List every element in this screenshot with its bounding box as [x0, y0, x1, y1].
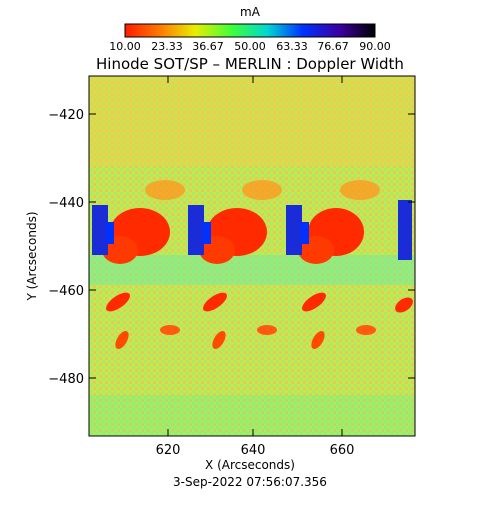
x-tick-0: 620 [156, 443, 181, 458]
colorbar-ticklabels: 10.00 23.33 36.67 50.00 63.33 76.67 90.0… [109, 40, 391, 53]
axis-ticks [89, 76, 415, 436]
colorbar-unit: mA [240, 5, 261, 19]
colorbar-tick-3: 50.00 [234, 40, 266, 53]
colorbar-tick-5: 76.67 [317, 40, 349, 53]
doppler-width-map [89, 76, 415, 436]
y-axis-label: Y (Arcseconds) [25, 211, 39, 301]
timestamp: 3-Sep-2022 07:56:07.356 [173, 475, 327, 489]
map-title: Hinode SOT/SP – MERLIN : Doppler Width [96, 55, 404, 73]
x-tick-1: 640 [241, 443, 266, 458]
x-axis-label: X (Arcseconds) [205, 458, 295, 472]
colorbar-tick-6: 90.00 [359, 40, 391, 53]
colorbar-tick-2: 36.67 [192, 40, 224, 53]
colorbar [124, 23, 376, 38]
plot-frame [88, 75, 416, 437]
y-tick-1: −440 [48, 196, 84, 211]
y-tick-0: −420 [48, 108, 84, 123]
colorbar-tick-1: 23.33 [151, 40, 183, 53]
colorbar-tick-4: 63.33 [276, 40, 308, 53]
y-tick-3: −480 [48, 372, 84, 387]
x-tick-2: 660 [330, 443, 355, 458]
colorbar-tick-0: 10.00 [109, 40, 141, 53]
y-tick-2: −460 [48, 284, 84, 299]
